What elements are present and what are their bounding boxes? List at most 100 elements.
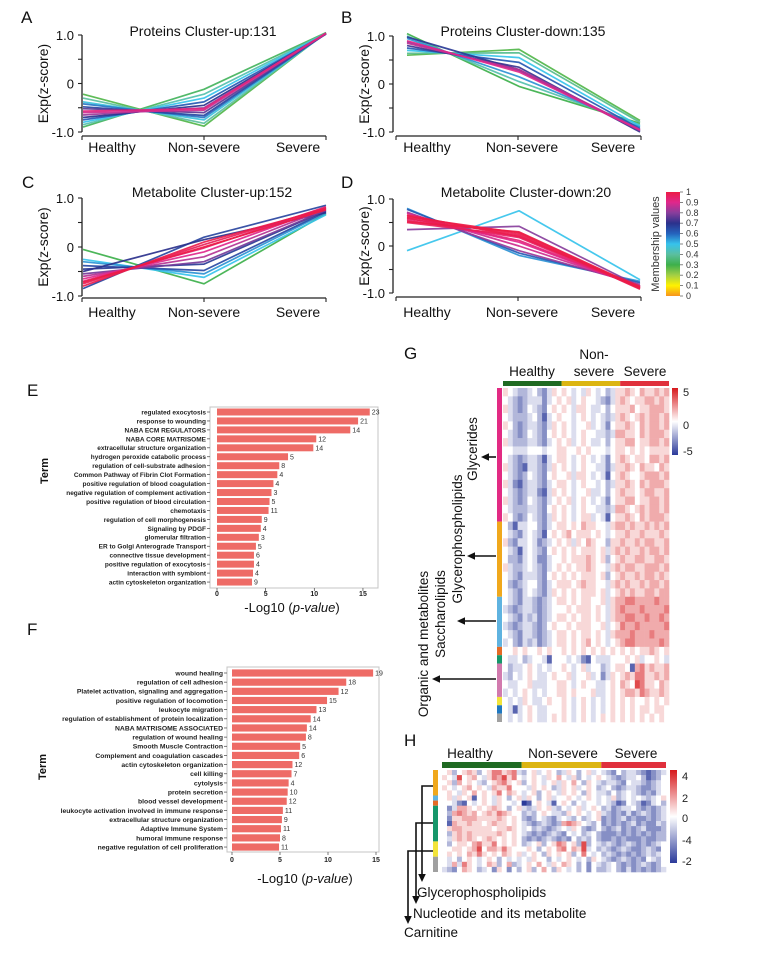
heatmap-cell <box>591 780 597 786</box>
heatmap-cell <box>625 663 631 673</box>
heatmap-cell <box>621 826 627 832</box>
annotation-arrow-head <box>481 453 489 461</box>
heatmap-cell <box>566 810 572 817</box>
heatmap-cell <box>581 851 587 857</box>
heatmap-cell <box>527 596 533 606</box>
heatmap-cell <box>461 785 468 791</box>
heatmap-cell <box>610 454 616 464</box>
heatmap-cell <box>581 780 587 786</box>
column-group-bar <box>620 381 669 386</box>
heatmap-cell <box>571 596 577 606</box>
heatmap-cell <box>601 856 607 863</box>
heatmap-cell <box>620 630 626 639</box>
heatmap-cell <box>605 421 611 431</box>
heatmap-cell <box>512 396 518 405</box>
heatmap-cell <box>636 810 642 817</box>
heatmap-cell <box>586 826 592 832</box>
heatmap-cell <box>576 454 582 464</box>
heatmap-cell <box>566 861 572 868</box>
heatmap-cell <box>664 454 670 464</box>
heatmap-cell <box>507 413 514 422</box>
heatmap-cell <box>561 613 567 623</box>
heatmap-cell <box>531 805 537 812</box>
heatmap-cell <box>517 513 523 522</box>
heatmap-cell <box>517 421 523 431</box>
heatmap-cell <box>649 621 655 631</box>
row-group-strip <box>497 705 502 714</box>
heatmap-cell <box>586 571 592 581</box>
heatmap-cell <box>512 438 518 447</box>
bar-count-label: 5 <box>272 499 276 506</box>
heatmap-cell <box>664 621 670 631</box>
heatmap-cell <box>590 613 597 623</box>
heatmap-cell <box>641 866 647 873</box>
heatmap-cell <box>561 488 567 497</box>
colorbar-tick-label: 1 <box>686 187 691 197</box>
heatmap-cell <box>522 413 528 422</box>
heatmap-cell <box>566 571 572 581</box>
heatmap-cell <box>517 479 523 489</box>
heatmap-cell <box>442 800 448 806</box>
heatmap-cell <box>571 563 577 572</box>
heatmap-cell <box>659 605 665 614</box>
heatmap-cell <box>446 790 453 796</box>
heatmap-cell <box>481 800 488 806</box>
heatmap-cell <box>611 846 617 852</box>
heatmap-cell <box>556 810 562 817</box>
heatmap-cell <box>537 496 543 506</box>
heatmap-cell <box>656 795 662 801</box>
heatmap-cell <box>503 513 509 522</box>
colorbar-tick-label: 0 <box>686 291 691 301</box>
heatmap-cell <box>625 454 631 464</box>
heatmap-cell <box>532 605 538 614</box>
heatmap-cell <box>506 780 512 786</box>
heatmap-cell <box>491 795 498 801</box>
colorbar-tick-label: 0.9 <box>686 197 699 207</box>
heatmap-cell <box>522 646 528 656</box>
heatmap-cell <box>512 488 518 497</box>
bar-count-label: 12 <box>289 799 297 806</box>
heatmap-cell <box>522 496 528 506</box>
heatmap-cell <box>654 529 660 539</box>
heatmap-cell <box>616 831 622 837</box>
heatmap-cell <box>536 810 542 817</box>
heatmap-cell <box>491 805 498 812</box>
heatmap-cell <box>610 521 616 531</box>
heatmap-cell <box>654 621 660 631</box>
heatmap-cell <box>626 821 632 827</box>
heatmap-cell <box>503 446 509 456</box>
heatmap-cell <box>644 580 650 589</box>
heatmap-cell <box>600 404 606 414</box>
heatmap-cell <box>576 563 582 572</box>
heatmap-cell <box>600 479 606 489</box>
heatmap-cell <box>546 580 553 589</box>
heatmap-cell <box>625 429 631 439</box>
heatmap-cell <box>537 580 543 589</box>
heatmap-cell <box>576 546 582 556</box>
x-tick-label: Non-severe <box>486 304 559 320</box>
heatmap-cell <box>576 638 582 648</box>
heatmap-cell <box>456 866 463 873</box>
heatmap-cell <box>595 429 601 439</box>
heatmap-cell <box>586 488 592 497</box>
heatmap-cell <box>542 513 548 522</box>
heatmap-cell <box>446 846 453 852</box>
heatmap-cell <box>566 621 572 631</box>
heatmap-cell <box>659 705 665 714</box>
heatmap-cell <box>546 705 553 714</box>
heatmap-cell <box>605 646 611 656</box>
heatmap-cell <box>517 696 523 706</box>
heatmap-cell <box>546 546 553 556</box>
term-label: positive regulation of exocytosis <box>105 562 207 569</box>
heatmap-cell <box>461 846 468 852</box>
heatmap-cell <box>571 580 577 589</box>
heatmap-cell <box>649 546 655 556</box>
heatmap-cell <box>571 680 577 689</box>
heatmap-cell <box>531 846 537 852</box>
x-tick-label: 10 <box>310 591 318 598</box>
heatmap-cell <box>610 488 616 497</box>
heatmap-cell <box>615 638 621 648</box>
heatmap-cell <box>591 856 597 863</box>
heatmap-cell <box>631 775 637 781</box>
heatmap-cell <box>501 810 508 817</box>
